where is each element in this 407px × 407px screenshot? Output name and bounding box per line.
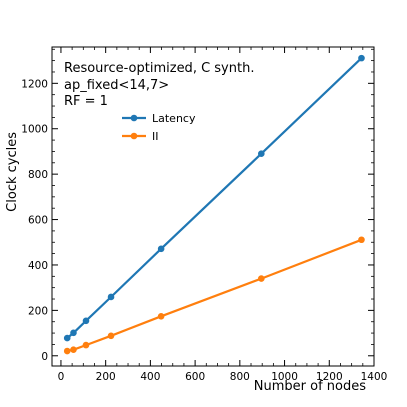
x-tick-label: 1400 (361, 371, 388, 383)
data-point-ii (107, 332, 115, 340)
legend-marker-latency (130, 114, 138, 122)
y-axis-title: Clock cycles (5, 132, 20, 212)
plot-frame (51, 46, 375, 367)
data-point-ii (358, 236, 365, 244)
x-tick-label: 200 (96, 371, 116, 383)
y-tick-label: 800 (28, 169, 48, 181)
legend-marker-ii (130, 132, 138, 140)
y-tick-label: 0 (41, 351, 48, 363)
data-point-latency (63, 334, 71, 342)
y-tick-label: 1200 (21, 78, 48, 90)
data-point-ii (63, 347, 71, 355)
data-point-latency (358, 54, 365, 62)
annotation-line-1: Resource-optimized, C synth. (64, 61, 254, 76)
x-tick-label: 0 (58, 371, 65, 383)
data-point-ii (157, 312, 165, 320)
y-tick-label: 600 (28, 215, 48, 227)
legend-label-latency: Latency (152, 112, 196, 125)
data-point-ii (258, 275, 265, 282)
x-tick-label: 600 (185, 371, 205, 383)
legend-label-ii: II (152, 130, 159, 143)
x-tick-label: 400 (140, 371, 160, 383)
annotation-line-2: ap_fixed<14,7> (64, 78, 169, 93)
data-point-latency (258, 150, 265, 158)
x-axis-title: Number of nodes (254, 379, 366, 394)
series-layer (63, 54, 365, 355)
legend: Latency II (122, 112, 196, 143)
x-tick-label: 800 (230, 371, 250, 383)
data-point-ii (70, 346, 77, 353)
y-tick-label: 1000 (21, 124, 48, 136)
data-point-latency (70, 329, 77, 337)
data-point-latency (82, 317, 90, 325)
axis-ticks: 0 200 400 600 800 1000 1200 1400 0 200 400 600 800 10… (21, 47, 387, 383)
y-tick-label: 200 (28, 305, 48, 317)
y-tick-label: 400 (28, 260, 48, 272)
x-tick-label: 1200 (316, 371, 343, 383)
x-tick-label: 1000 (271, 371, 298, 383)
data-point-ii (82, 341, 90, 349)
data-point-latency (157, 245, 165, 253)
data-point-latency (107, 293, 115, 301)
annotation-line-3: RF = 1 (64, 94, 108, 109)
